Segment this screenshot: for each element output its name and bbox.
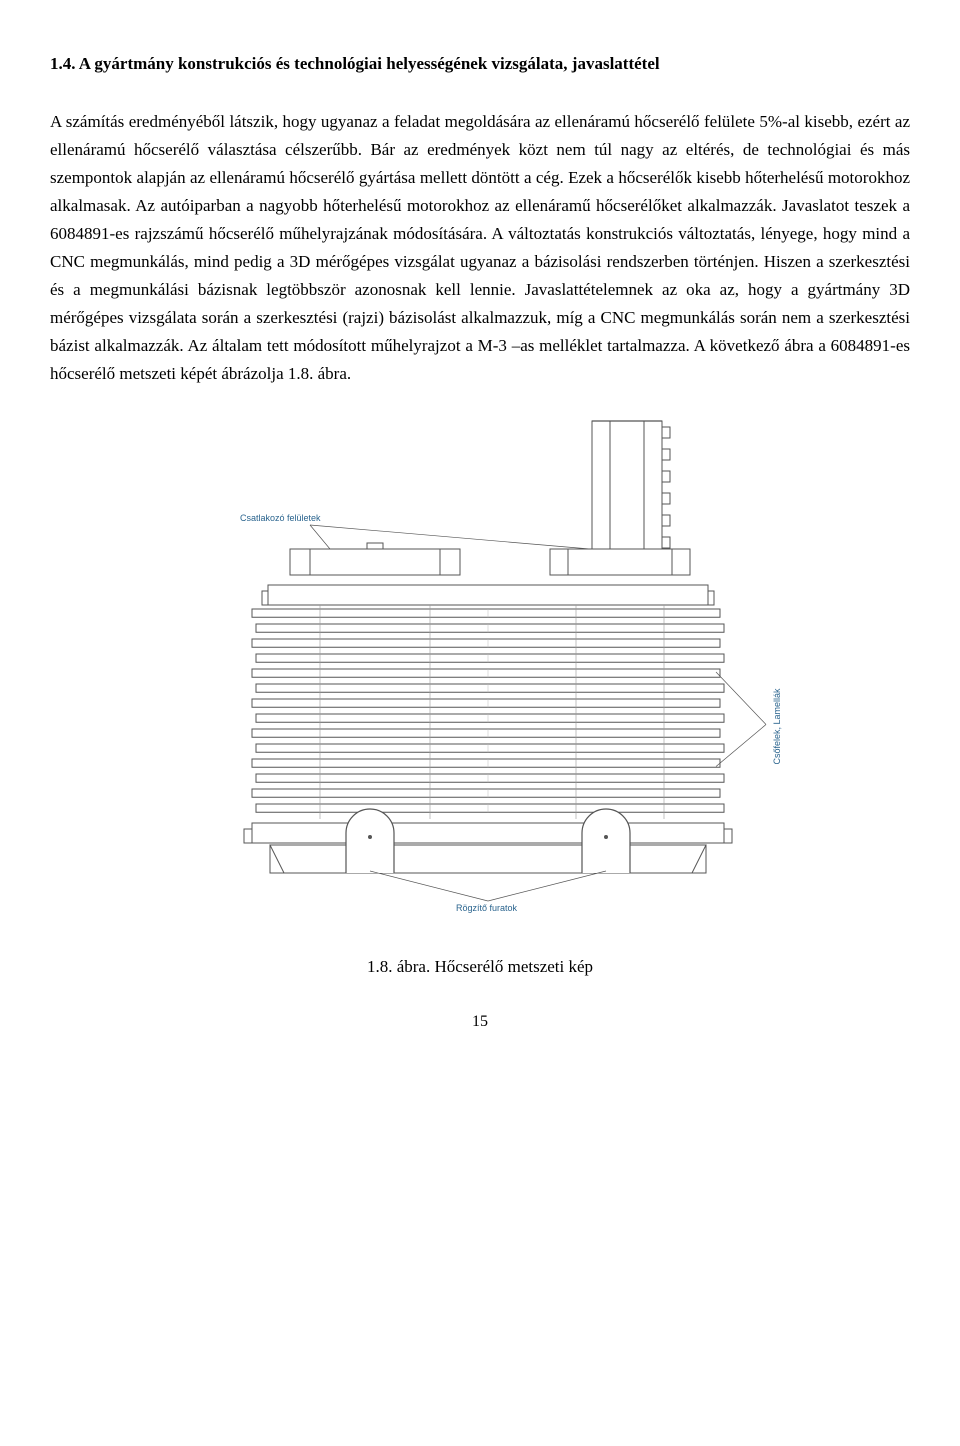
heat-exchanger-figure: Csatlakozó felületek Rögzítő furatok Csőfe… [160,413,800,933]
section-title: 1.4. A gyártmány konstrukciós és technol… [50,50,910,78]
svg-text:Csőfelek, Lamellák: Csőfelek, Lamellák [772,687,782,764]
svg-text:Csatlakozó felületek: Csatlakozó felületek [240,513,321,523]
figure-caption: 1.8. ábra. Hőcserélő metszeti kép [50,953,910,981]
svg-text:Rögzítő furatok: Rögzítő furatok [456,903,518,913]
page-number: 15 [50,1009,910,1035]
body-text: A számítás eredményéből látszik, hogy ug… [50,108,910,388]
